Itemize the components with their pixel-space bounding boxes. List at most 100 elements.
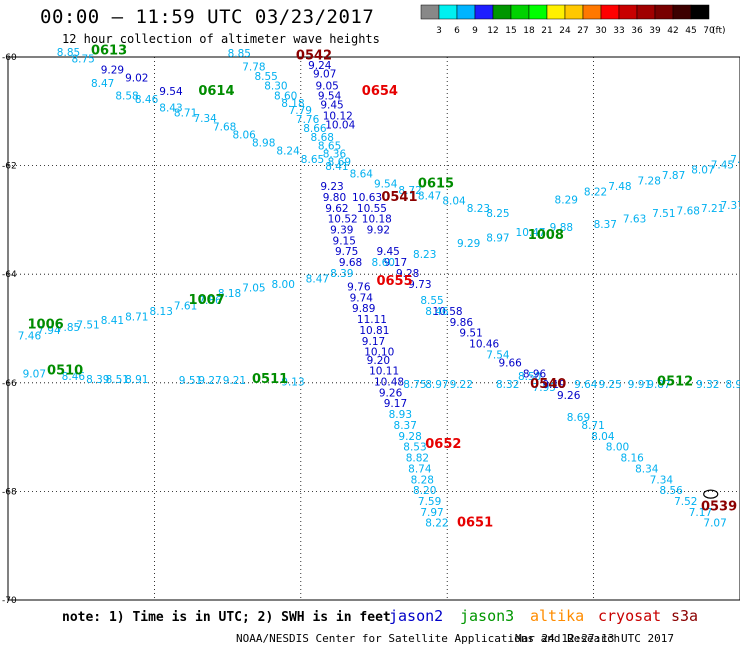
wave-height-label: 8.16 xyxy=(620,453,644,465)
wave-height-label: 9.54 xyxy=(159,86,183,98)
wave-height-label: 9.17 xyxy=(384,257,407,269)
legend-swatch xyxy=(690,4,710,20)
wave-height-label: 7.68 xyxy=(677,205,700,217)
wave-height-label: 8.71 xyxy=(174,108,197,120)
wave-height-label: 7.48 xyxy=(608,181,631,193)
track-cyan-0652: 8.938.379.288.538.828.748.288.207.597.97… xyxy=(389,409,449,530)
footer-note: note: 1) Time is in UTC; 2) SWH is in fe… xyxy=(62,610,391,625)
wave-height-label: 8.41 xyxy=(101,315,124,327)
wave-height-label: 9.21 xyxy=(223,375,246,387)
wave-height-label: 8.93 xyxy=(389,409,412,421)
wave-height-label: 8.47 xyxy=(91,78,114,90)
legend-tick: 3 xyxy=(436,26,442,36)
wave-height-label: 8.32 xyxy=(496,379,519,391)
legend-tick: 15 xyxy=(505,26,516,36)
pass-time-label: 1007 xyxy=(189,293,225,308)
wave-height-label: 8.56 xyxy=(659,485,683,497)
wave-height-label: 9.54 xyxy=(374,178,398,190)
wave-height-label: 7.79 xyxy=(289,105,312,117)
legend-tick: 36 xyxy=(631,26,643,36)
wave-height-label: 9.92 xyxy=(367,224,390,236)
wave-height-label: 7.17 xyxy=(689,507,712,519)
pass-time-label: 0652 xyxy=(425,437,461,452)
wave-height-label: 8.37 xyxy=(394,420,417,432)
wave-height-label: 8.82 xyxy=(406,453,429,465)
wave-height-label: 9.74 xyxy=(350,292,374,304)
wave-height-label: 8.72 xyxy=(398,185,421,197)
altimeter-map: -105-102-99-96-93-90-60-62-64-66-68-708.… xyxy=(2,43,740,605)
track-jason2-0655: 9.769.749.8911.1110.819.1710.109.2010.11… xyxy=(347,268,499,410)
credit-line: NOAA/NESDIS Center for Satellite Applica… xyxy=(236,632,621,645)
wave-height-label: 8.98 xyxy=(252,138,275,150)
wave-height-label: 9.32 xyxy=(696,379,719,391)
wave-height-label: 8.97 xyxy=(425,379,448,391)
legend-tick: 30 xyxy=(595,26,607,36)
wave-height-label: 7.86 xyxy=(198,295,222,307)
latitude-label: -70 xyxy=(2,596,17,605)
pass-time-label: 0512 xyxy=(657,375,693,390)
wave-height-label: 7.54 xyxy=(486,349,510,361)
wave-height-label: 7.23 xyxy=(730,154,740,166)
wave-height-label: 9.19 xyxy=(542,379,565,391)
wave-height-label: 7.94 xyxy=(37,325,61,337)
wave-height-label: 8.71 xyxy=(125,311,148,323)
map-frame xyxy=(7,56,740,601)
wave-height-label: 9.76 xyxy=(347,281,371,293)
wave-height-label: 9.17 xyxy=(384,398,407,410)
wave-height-label: 9.66 xyxy=(498,358,522,370)
pass-time-label: 0651 xyxy=(457,516,493,531)
wave-height-label: 8.23 xyxy=(413,249,436,261)
wave-height-label: 7.95 xyxy=(533,382,556,394)
wave-height-label: 8.22 xyxy=(425,518,448,530)
wave-height-label: 7.46 xyxy=(18,330,42,342)
legend-tick: 6 xyxy=(454,26,460,36)
wave-height-label: 9.05 xyxy=(315,81,338,93)
wave-height-label: 8.04 xyxy=(442,196,466,208)
pass-time-label: 0540 xyxy=(530,377,566,392)
mission-s3a: s3a xyxy=(671,607,699,625)
legend-tick: 24 xyxy=(559,26,571,36)
track-cross-0615: 8.29 8.227.48 7.287.87 8.077.457.23 xyxy=(555,154,740,207)
track-jason2-0542: 9.299.029.549.249.079.059.549.4510.1210.… xyxy=(101,60,356,132)
legend-unit: (ft) xyxy=(712,26,726,36)
wave-height-label: 8.85 xyxy=(57,47,80,59)
color-scale-legend: 3 6 9 12 15 18 21 24 27 30 33 36 39 42 45 70(ft) xyxy=(420,4,726,36)
wave-height-label: 8.22 xyxy=(584,186,607,198)
wave-height-label: 7.05 xyxy=(242,283,265,295)
wave-height-label: 8.69 xyxy=(328,157,351,169)
wave-height-label: 8.50 xyxy=(518,371,541,383)
wave-height-label: 8.58 xyxy=(115,90,138,102)
wave-height-label: 8.53 xyxy=(403,442,426,454)
track-jason2-0540: 9.668.969.199.26 xyxy=(498,358,580,403)
wave-height-label: 9.17 xyxy=(362,336,385,348)
wave-height-label: 9.62 xyxy=(325,203,348,215)
wave-height-label: 7.52 xyxy=(674,496,697,508)
wave-height-label: 8.65 xyxy=(318,140,341,152)
wave-height-label: 8.04 xyxy=(591,431,615,443)
wave-height-label: 7.07 xyxy=(703,518,726,530)
wave-height-label: 9.22 xyxy=(450,379,473,391)
wave-height-label: 8.39 xyxy=(86,374,109,386)
wave-height-label: 9.89 xyxy=(352,303,375,315)
wave-height-label: 10.81 xyxy=(359,325,389,337)
wave-height-label: 10.47 xyxy=(516,227,546,239)
wave-height-label: 10.46 xyxy=(469,339,499,351)
wave-height-label: 8.47 xyxy=(418,190,441,202)
wave-height-label: 8.13 xyxy=(150,306,173,318)
wave-height-label: 8.95 xyxy=(725,379,740,391)
wave-height-label: 8.18 xyxy=(218,288,241,300)
latitude-label: -64 xyxy=(2,270,17,280)
wave-height-label: 7.34 xyxy=(193,113,217,125)
wave-height-label: 8.74 xyxy=(408,463,432,475)
wave-height-label: 8.30 xyxy=(264,81,287,93)
pass-time-label: 0615 xyxy=(418,176,454,191)
latitude-label: -60 xyxy=(2,53,17,63)
track-cyan-0540: 8.558.46 7.54 8.507.95 8.698.718.048.008.16… xyxy=(420,295,726,530)
wave-height-label: 9.02 xyxy=(125,72,148,84)
wave-height-label: 8.07 xyxy=(691,165,714,177)
wave-height-label: 8.00 xyxy=(606,442,629,454)
wave-height-label: 10.18 xyxy=(362,214,392,226)
wave-height-label: 10.10 xyxy=(364,347,394,359)
wave-height-label: 9.80 xyxy=(323,192,346,204)
wave-height-label: 8.41 xyxy=(325,161,348,173)
